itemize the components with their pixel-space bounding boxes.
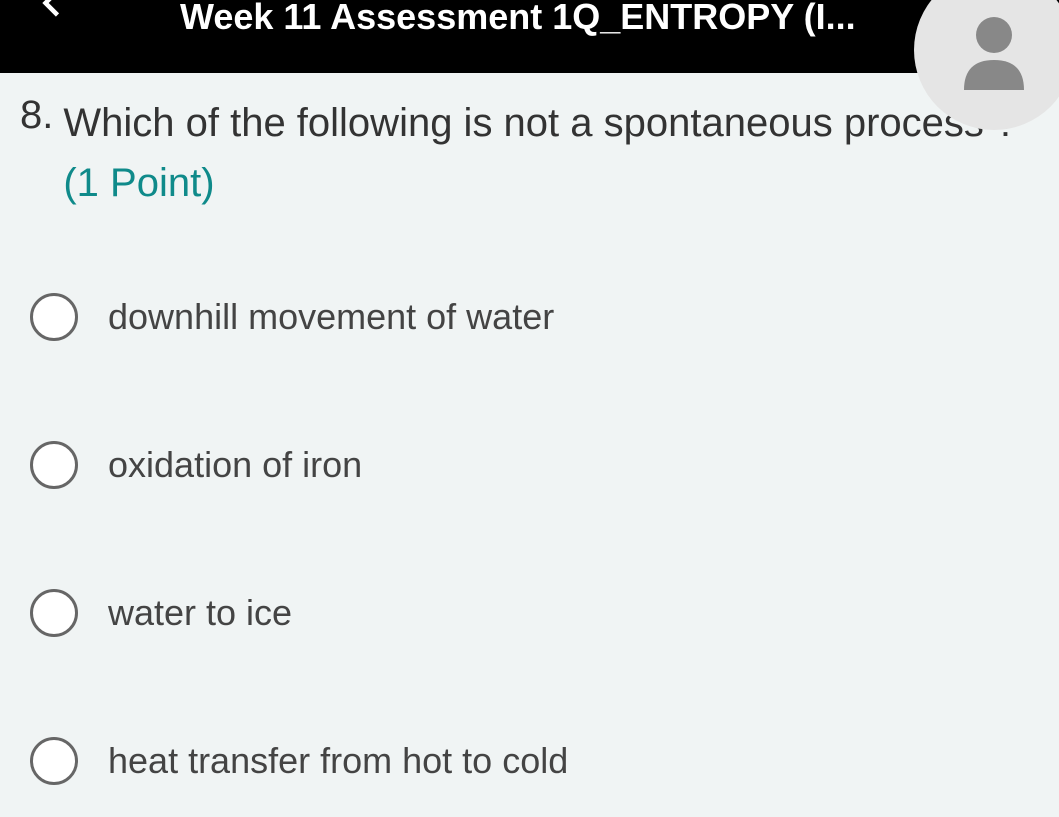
radio-icon[interactable] xyxy=(30,589,78,637)
option-3[interactable]: water to ice xyxy=(30,589,1059,637)
question-row: 8. Which of the following is not a spont… xyxy=(0,93,1059,213)
option-label: heat transfer from hot to cold xyxy=(108,740,568,782)
question-points: (1 Point) xyxy=(63,161,214,205)
radio-icon[interactable] xyxy=(30,441,78,489)
user-icon xyxy=(944,0,1044,100)
option-4[interactable]: heat transfer from hot to cold xyxy=(30,737,1059,785)
option-2[interactable]: oxidation of iron xyxy=(30,441,1059,489)
question-body: Which of the following is not a spontane… xyxy=(63,101,1017,145)
header-title: Week 11 Assessment 1Q_ENTROPY (I... xyxy=(180,0,856,38)
radio-icon[interactable] xyxy=(30,293,78,341)
radio-icon[interactable] xyxy=(30,737,78,785)
options-list: downhill movement of water oxidation of … xyxy=(0,293,1059,785)
option-label: downhill movement of water xyxy=(108,296,554,338)
option-label: oxidation of iron xyxy=(108,444,362,486)
app-header: Week 11 Assessment 1Q_ENTROPY (I... xyxy=(0,0,1059,73)
option-1[interactable]: downhill movement of water xyxy=(30,293,1059,341)
question-content: 8. Which of the following is not a spont… xyxy=(0,73,1059,785)
question-text: Which of the following is not a spontane… xyxy=(63,93,1039,213)
back-icon[interactable] xyxy=(35,0,71,30)
question-number: 8. xyxy=(20,93,53,213)
option-label: water to ice xyxy=(108,592,292,634)
